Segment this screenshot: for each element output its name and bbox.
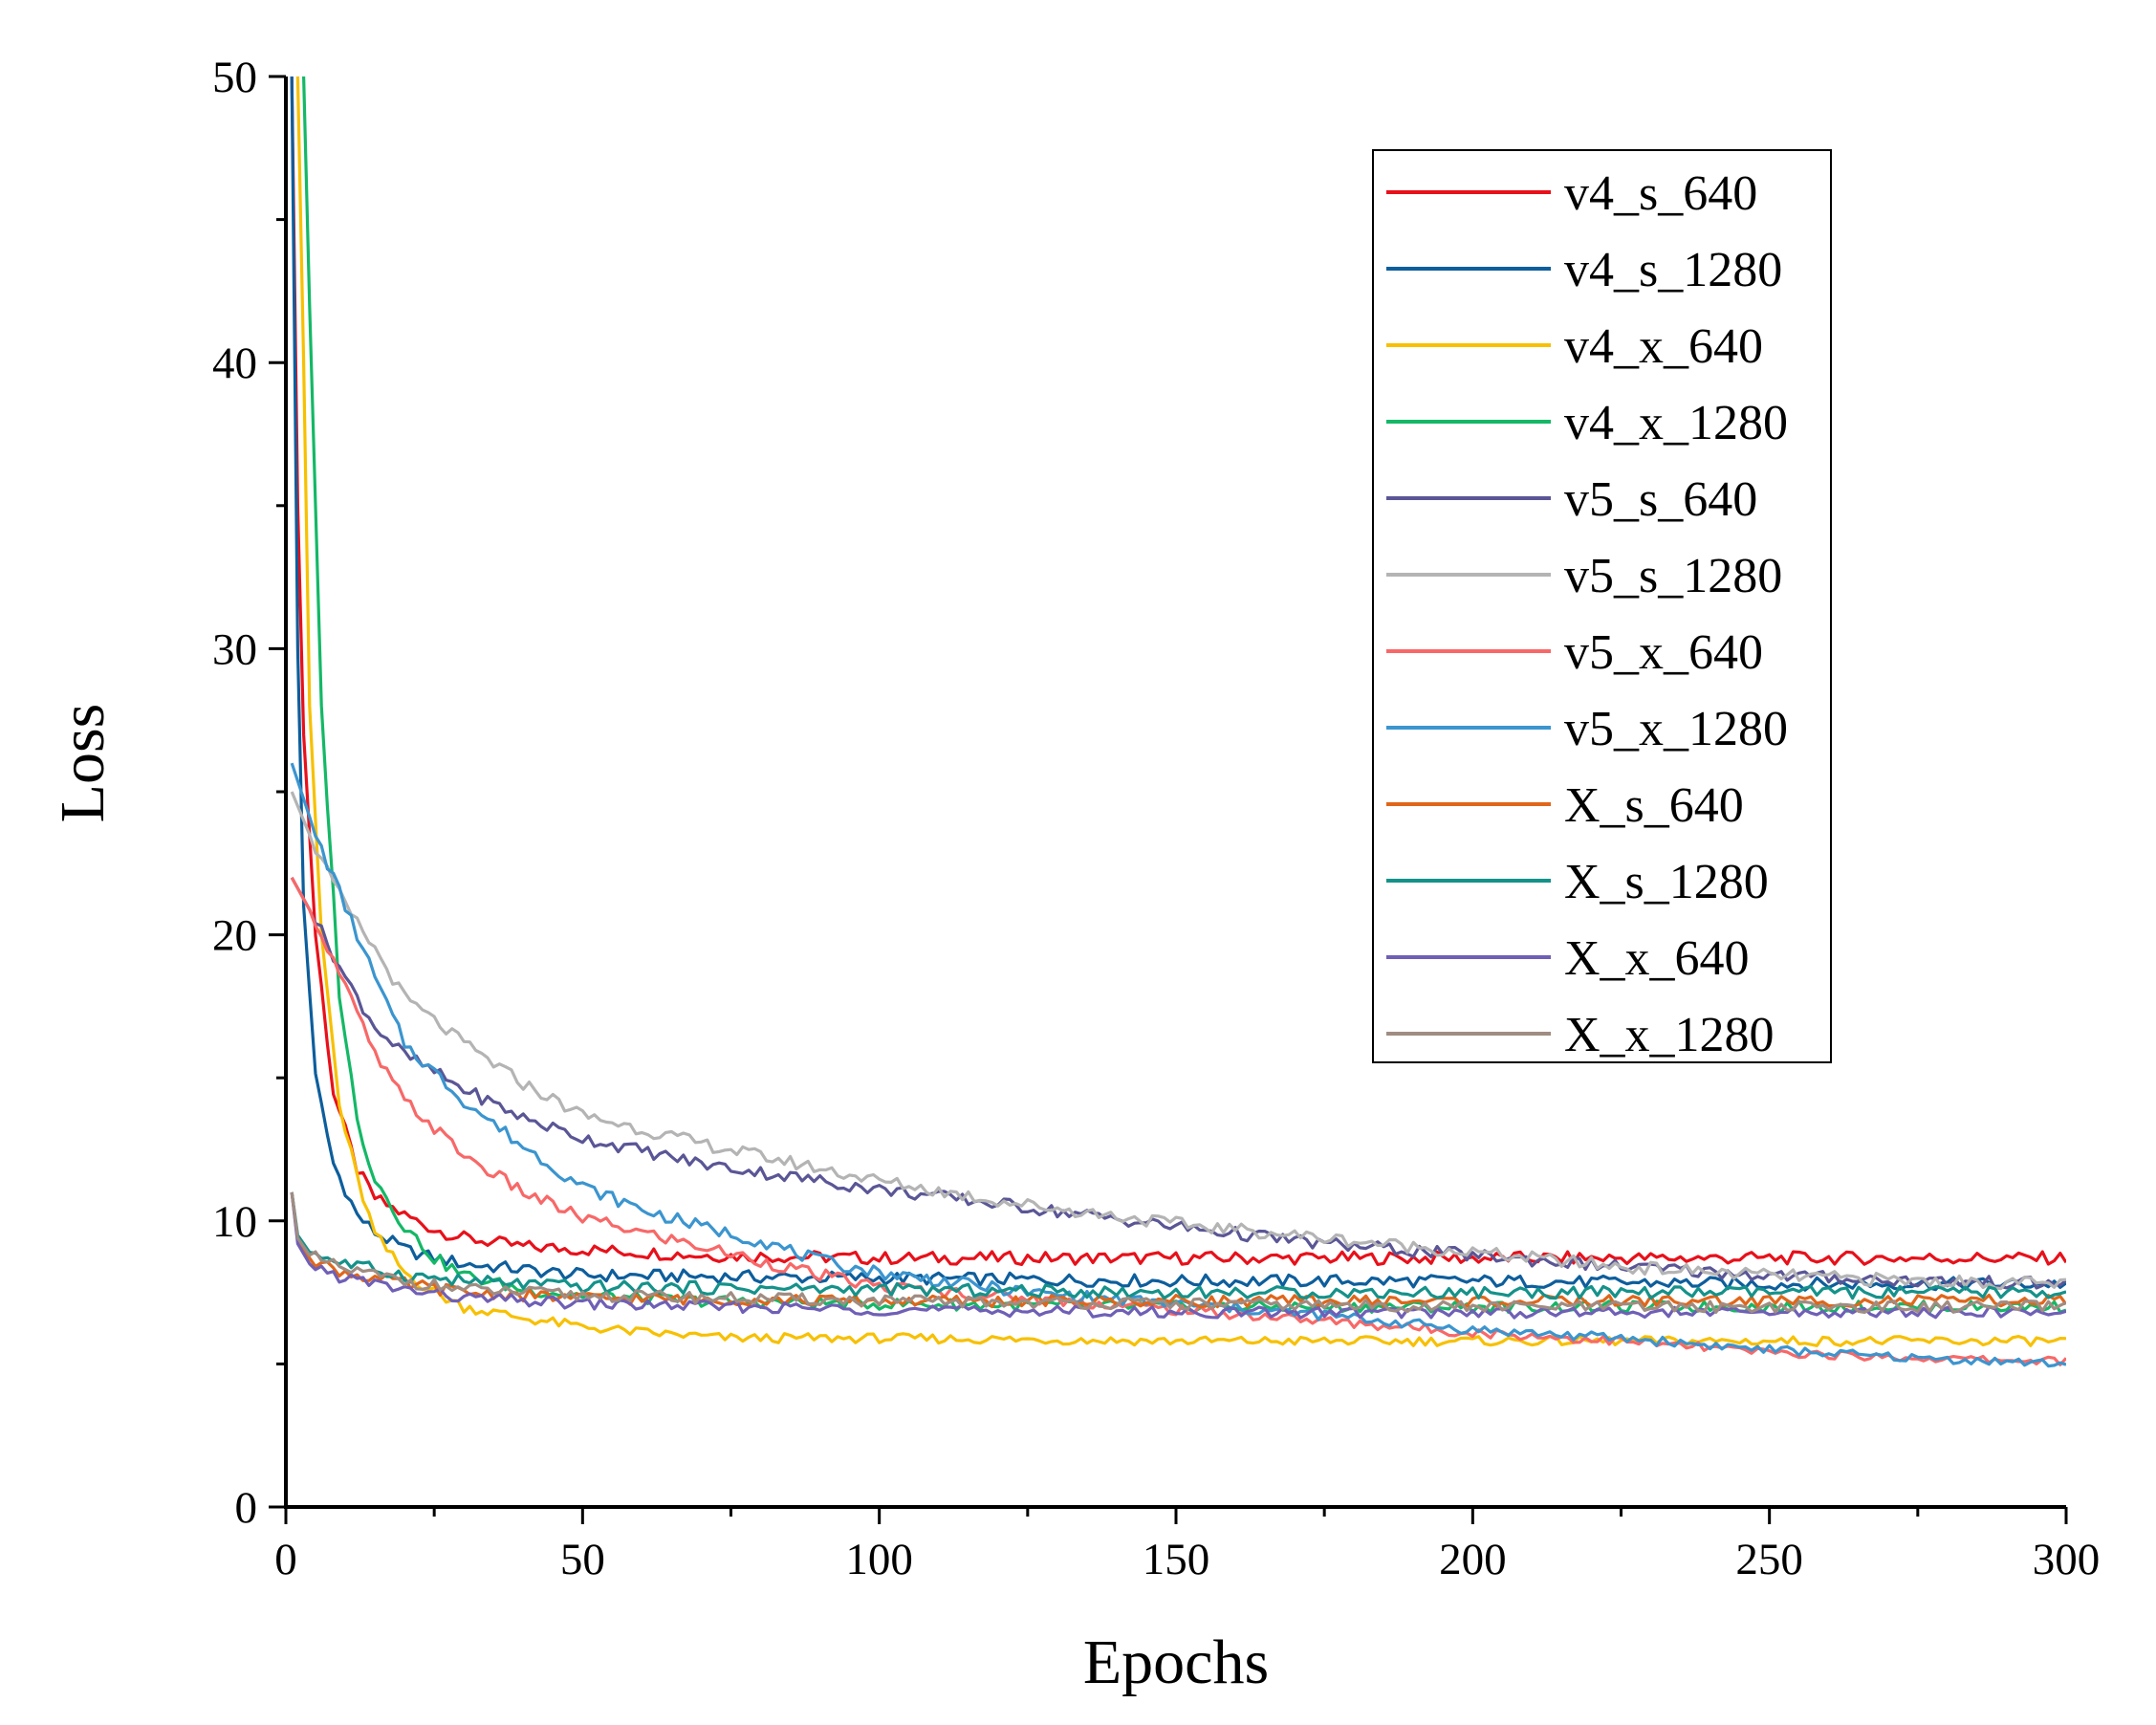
legend-label-v4_s_1280: v4_s_1280 <box>1564 243 1782 297</box>
legend-label-v5_x_1280: v5_x_1280 <box>1564 702 1788 756</box>
series-line-v5_s_1280 <box>290 791 2066 1291</box>
legend-label-v5_s_1280: v5_s_1280 <box>1564 549 1782 603</box>
series-line-v4_s_640 <box>290 76 2066 1266</box>
legend-label-X_x_640: X_x_640 <box>1564 931 1750 986</box>
series-line-X_s_1280 <box>290 1191 2066 1300</box>
y-tick-label: 40 <box>212 338 257 388</box>
series-line-v4_s_1280 <box>290 76 2066 1292</box>
x-tick-label: 150 <box>1143 1535 1210 1584</box>
series-line-v4_x_640 <box>295 76 2066 1347</box>
x-tick-label: 0 <box>274 1535 297 1584</box>
series-line-v5_x_1280 <box>290 762 2066 1368</box>
y-tick-label: 30 <box>212 624 257 674</box>
x-tick-label: 250 <box>1735 1535 1803 1584</box>
y-tick-label: 50 <box>212 53 257 102</box>
x-tick-label: 300 <box>2033 1535 2101 1584</box>
x-tick-label: 50 <box>560 1535 605 1584</box>
legend: v4_s_640 v4_s_1280 v4_x_640 v4_x_1280 v5_s_6… <box>1372 149 1832 1063</box>
legend-label-X_x_1280: X_x_1280 <box>1564 1008 1775 1062</box>
legend-label-v5_x_640: v5_x_640 <box>1564 625 1763 680</box>
series-line-X_x_1280 <box>290 1191 2066 1314</box>
series-line-X_x_640 <box>290 1191 2066 1320</box>
y-axis-title: Loss <box>48 704 118 823</box>
y-tick-label: 0 <box>235 1483 258 1533</box>
legend-label-X_s_640: X_s_640 <box>1564 778 1744 833</box>
x-axis-title: Epochs <box>1083 1627 1269 1697</box>
legend-label-v4_s_640: v4_s_640 <box>1564 166 1757 221</box>
legend-label-v4_x_1280: v4_x_1280 <box>1564 396 1788 450</box>
y-tick-label: 20 <box>212 911 257 961</box>
legend-label-v5_s_640: v5_s_640 <box>1564 472 1757 527</box>
x-tick-label: 100 <box>845 1535 913 1584</box>
x-tick-label: 200 <box>1439 1535 1507 1584</box>
legend-label-v4_x_640: v4_x_640 <box>1564 319 1763 374</box>
y-tick-label: 10 <box>212 1197 257 1247</box>
series-line-v5_x_640 <box>290 877 2066 1366</box>
legend-box <box>1372 149 1832 1063</box>
series-line-X_s_640 <box>290 1191 2066 1309</box>
legend-label-X_s_1280: X_s_1280 <box>1564 855 1769 909</box>
